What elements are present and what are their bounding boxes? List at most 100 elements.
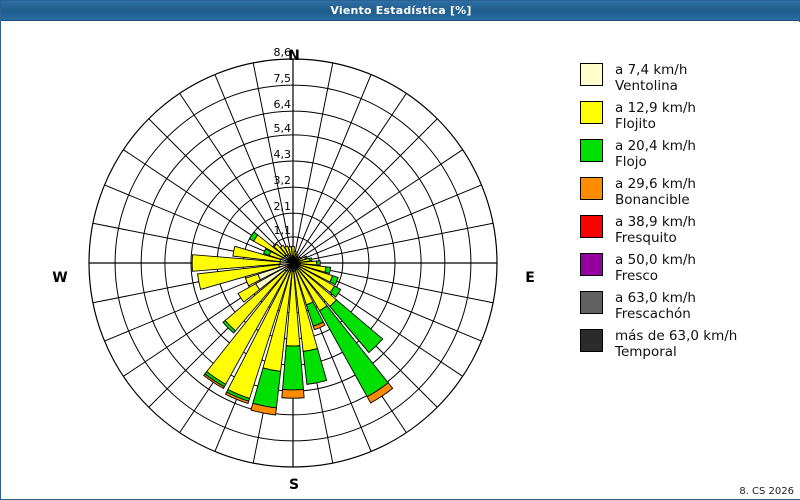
legend-speed-range: a 7,4 km/h	[615, 62, 688, 78]
grid-spoke	[292, 149, 463, 264]
legend-item[interactable]: a 7,4 km/h Ventolina	[580, 62, 795, 94]
wind-rose-wedge	[224, 391, 250, 405]
legend-category-name: Frescachón	[615, 306, 691, 322]
legend-speed-range: a 50,0 km/h	[615, 252, 696, 268]
legend-label: a 63,0 km/h Frescachón	[615, 290, 696, 322]
legend-label: a 7,4 km/h Ventolina	[615, 62, 687, 94]
legend-color-swatch	[580, 139, 603, 162]
window-title-bar: Viento Estadística [%]	[1, 1, 800, 21]
radial-tick-label: 1,1	[273, 223, 292, 237]
legend-label: a 20,4 km/h Flojo	[615, 138, 696, 170]
compass-label-north: N	[288, 48, 300, 64]
legend-color-swatch	[580, 253, 603, 276]
legend-label: a 50,0 km/h Fresco	[615, 252, 696, 284]
wind-rose-wedge	[324, 266, 332, 275]
legend-category-name: Temporal	[615, 344, 677, 360]
radial-tick-label: 8,6	[273, 46, 292, 59]
wind-rose-wedge	[316, 260, 321, 266]
wind-rose-wedge	[250, 402, 277, 416]
compass-label-west: W	[52, 270, 68, 286]
legend-speed-range: a 20,4 km/h	[615, 138, 696, 154]
legend: a 7,4 km/h Ventolina a 12,9 km/h Flojito a 2…	[580, 62, 795, 366]
legend-category-name: Bonancible	[615, 192, 690, 208]
grid-spoke	[292, 62, 334, 264]
wind-rose-wedge	[302, 347, 328, 385]
wind-rose-wedge	[284, 245, 292, 257]
radial-tick-label: 4,3	[273, 148, 292, 161]
grid-spoke	[104, 184, 294, 264]
legend-item[interactable]: a 38,9 km/h Fresquito	[580, 214, 795, 246]
grid-spoke	[179, 93, 294, 264]
wind-rose-wedge	[308, 257, 313, 262]
radial-tick-label: 5,4	[273, 121, 292, 135]
legend-speed-range: a 29,6 km/h	[615, 176, 696, 192]
legend-speed-range: más de 63,0 km/h	[615, 328, 738, 344]
wind-rose-wedge	[282, 345, 304, 391]
grid-spoke	[292, 74, 372, 264]
legend-label: a 29,6 km/h Bonancible	[615, 176, 696, 208]
legend-item[interactable]: a 12,9 km/h Flojito	[580, 100, 795, 132]
legend-item[interactable]: a 20,4 km/h Flojo	[580, 138, 795, 170]
wind-rose-wedge	[244, 273, 261, 287]
wind-rose-wedge	[203, 373, 225, 390]
legend-label: a 12,9 km/h Flojito	[615, 100, 696, 132]
legend-category-name: Fresquito	[615, 230, 677, 246]
legend-speed-range: a 12,9 km/h	[615, 100, 696, 116]
legend-item[interactable]: a 29,6 km/h Bonancible	[580, 176, 795, 208]
wind-rose-wedge	[312, 321, 326, 331]
legend-category-name: Ventolina	[615, 78, 678, 94]
legend-category-name: Fresco	[615, 268, 659, 284]
grid-spoke	[292, 222, 494, 264]
legend-category-name: Flojo	[615, 154, 647, 170]
grid-spoke	[292, 118, 438, 264]
wind-rose-wedge	[293, 250, 297, 258]
legend-color-swatch	[580, 177, 603, 200]
grid-spoke	[214, 74, 294, 264]
radial-tick-label: 7,5	[273, 72, 292, 86]
legend-item[interactable]: a 50,0 km/h Fresco	[580, 252, 795, 284]
compass-label-south: S	[288, 477, 300, 493]
wind-rose-wedge	[237, 283, 261, 303]
wind-rose-wedge	[303, 255, 308, 260]
wind-rose-wedge	[191, 254, 281, 272]
wind-rose-wedge	[329, 285, 342, 298]
legend-color-swatch	[580, 63, 603, 86]
wind-rose-wedge	[222, 319, 237, 334]
legend-color-swatch	[580, 291, 603, 314]
wind-rose-wedge	[293, 253, 298, 260]
wind-rose-wedge	[197, 264, 280, 290]
radial-tick-label: 6,4	[273, 98, 292, 112]
grid-spoke	[148, 118, 294, 264]
legend-label: a 38,9 km/h Fresquito	[615, 214, 696, 246]
radial-tick-label: 2,1	[273, 200, 292, 214]
window-title: Viento Estadística [%]	[330, 4, 472, 17]
legend-label: más de 63,0 km/h Temporal	[615, 328, 737, 360]
wind-rose-plot	[88, 58, 498, 468]
wind-rose-wedge	[232, 245, 282, 263]
radial-tick-label: 3,2	[273, 174, 292, 188]
legend-speed-range: a 38,9 km/h	[615, 214, 696, 230]
legend-item[interactable]: a 63,0 km/h Frescachón	[580, 290, 795, 322]
wind-rose-wedge	[279, 244, 290, 257]
legend-color-swatch	[580, 101, 603, 124]
wind-rose-wedge	[248, 231, 259, 242]
legend-speed-range: a 63,0 km/h	[615, 290, 696, 306]
legend-category-name: Flojito	[615, 116, 656, 132]
grid-spoke	[252, 62, 294, 264]
wind-rose-wedge	[329, 275, 339, 286]
legend-item[interactable]: más de 63,0 km/h Temporal	[580, 328, 795, 360]
grid-spoke	[292, 93, 407, 264]
legend-color-swatch	[580, 215, 603, 238]
wind-rose-wedge	[281, 388, 305, 399]
wind-rose-wedge	[263, 248, 272, 256]
chart-area: 1,1 2,1 3,2 4,3 5,4 6,4 7,5 8,6 N S W E a 7,4 k…	[2, 22, 800, 499]
wind-rose-wedge	[366, 382, 394, 404]
legend-color-swatch	[580, 329, 603, 352]
wind-rose-wedge	[287, 246, 293, 257]
grid-spoke	[292, 184, 482, 264]
wind-rose-wedge	[329, 299, 384, 354]
wind-rose-petals	[191, 231, 394, 416]
compass-label-east: E	[525, 270, 535, 286]
wind-rose-wedge	[273, 243, 287, 257]
